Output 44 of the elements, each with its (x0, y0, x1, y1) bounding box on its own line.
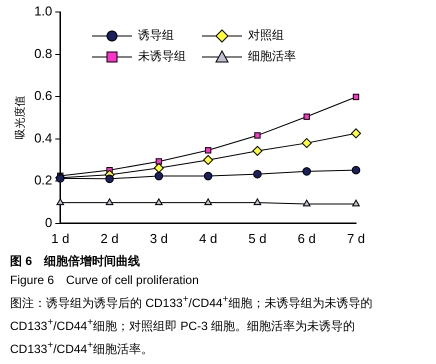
point (252, 146, 262, 156)
point (351, 128, 361, 138)
legend-label: 未诱导组 (138, 48, 186, 65)
point (253, 170, 262, 178)
legend-label: 诱导组 (138, 27, 174, 44)
point (254, 132, 261, 139)
point (204, 147, 212, 154)
point (154, 172, 164, 180)
point (105, 174, 114, 184)
x-tick-label: 2 d (100, 230, 119, 246)
point (304, 113, 310, 120)
point (156, 158, 162, 165)
legend-label: 细胞活率 (248, 48, 296, 65)
point (203, 154, 214, 165)
point (352, 94, 360, 100)
x-tick-label: 3 d (150, 230, 168, 246)
x-tick-label: 5 d (248, 230, 266, 246)
y-tick-label: 0.6 (34, 88, 52, 104)
point (204, 172, 212, 180)
text: 图注：诱导组为诱导后的 CD133$^{+}$/CD44$^{+}$细胞；未诱导组为未诱导的 CD133$^{+}$/CD44$^{+}$细胞；对照组即 PC-3 细胞。细胞活率为未诱导的 CD133$^{+}$/CD44$^{+}$细胞活率。 (10, 294, 372, 356)
point (302, 138, 312, 148)
point (302, 167, 312, 176)
legend-label: 对照组 (248, 27, 284, 44)
point (56, 198, 64, 206)
y-tick-label: 0.8 (34, 46, 52, 61)
y-tick-label: 0.2 (34, 172, 52, 188)
x-tick-label: 4 d (199, 230, 218, 246)
point (154, 163, 164, 174)
y-tick-label: 0 (45, 214, 52, 230)
point (254, 198, 262, 206)
point (204, 198, 212, 206)
text: Figure 6 Curve of cell proliferation (10, 272, 200, 289)
point (106, 198, 114, 206)
point (352, 200, 360, 206)
y-tick-label: 1.0 (34, 4, 52, 19)
point (155, 198, 163, 206)
x-tick-label: 7 d (346, 230, 366, 246)
y-axis-title: 吸光度值 (14, 96, 27, 140)
point (352, 166, 360, 174)
text: 图 6 细胞倍增时间曲线 (10, 253, 142, 270)
point (302, 200, 311, 206)
x-tick-label: 6 d (298, 230, 316, 246)
x-tick-label: 1 d (51, 230, 70, 246)
y-tick-label: 0.4 (34, 130, 52, 146)
